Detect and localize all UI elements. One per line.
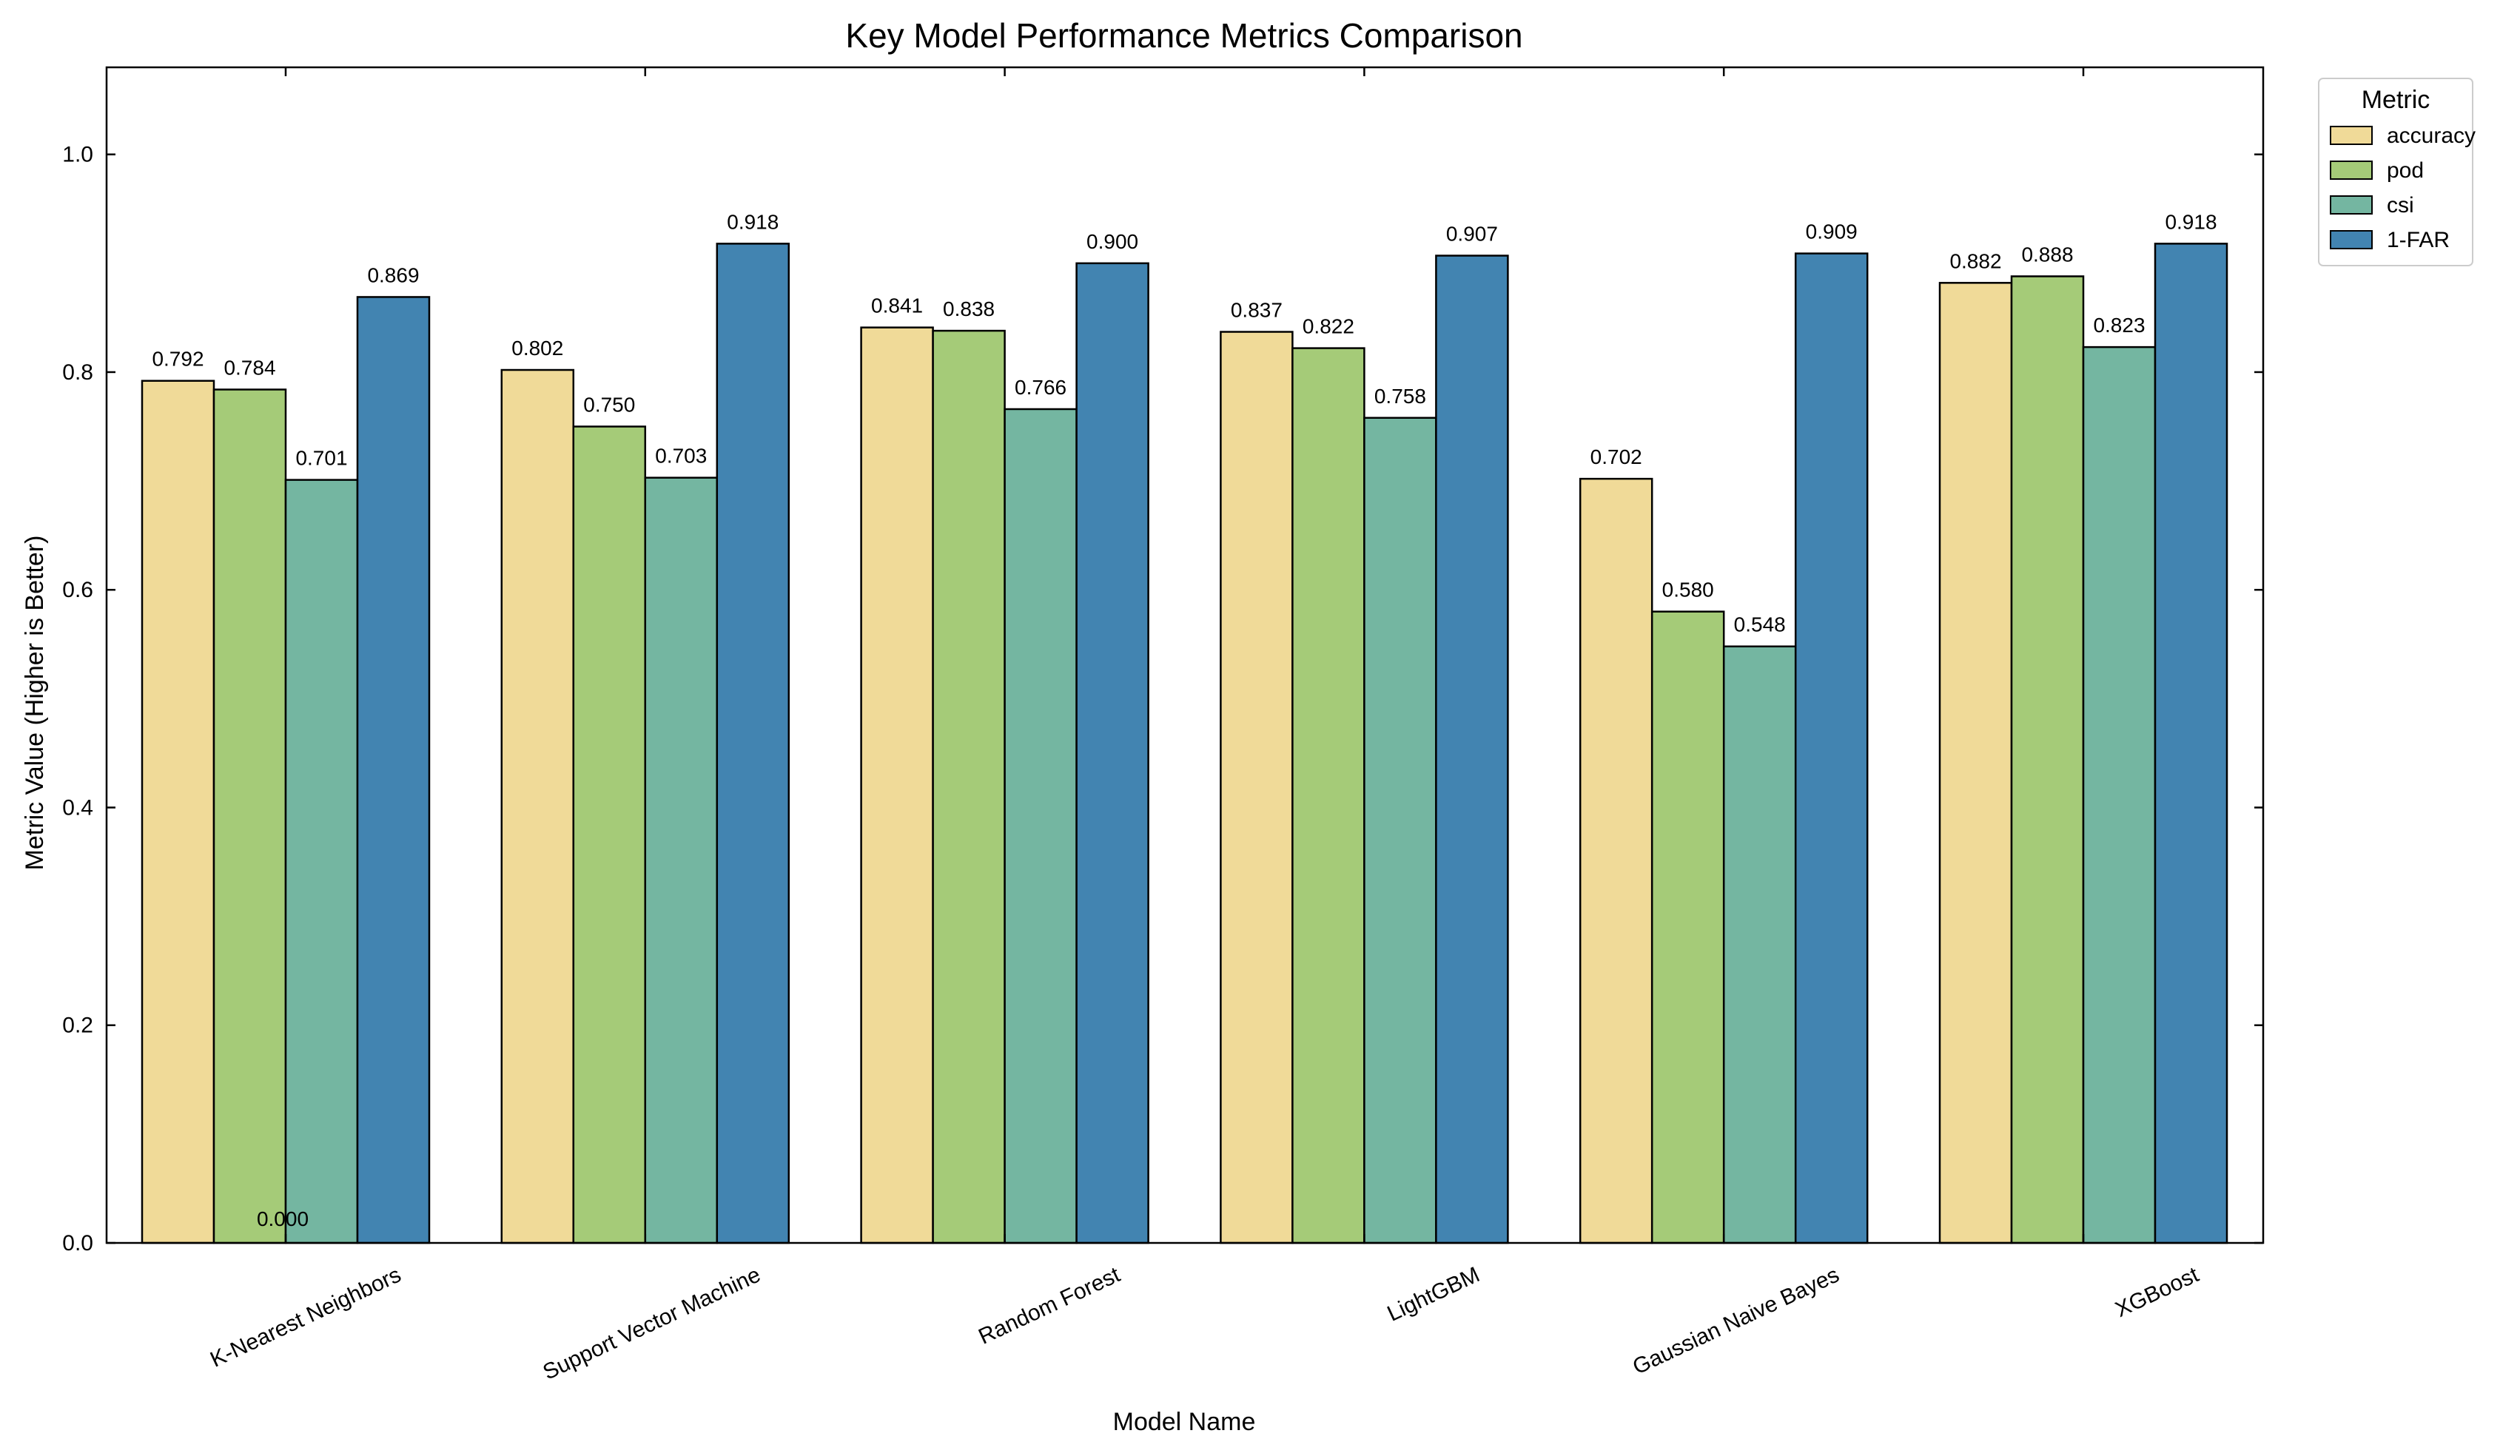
plot-area: 0.792 0.784 0.701 0.869 0.802 0.750 0.703 0.918… [62, 66, 2265, 1385]
legend-swatch-accuracy [2330, 126, 2373, 145]
legend-swatch-1-FAR [2330, 230, 2373, 249]
data-label: 0.841 [871, 294, 923, 317]
legend-swatch-pod [2330, 161, 2373, 180]
bar-csi-2 [1004, 408, 1078, 1244]
x-tick-label: LightGBM [1384, 1262, 1484, 1326]
bar-accuracy-0 [141, 380, 215, 1244]
x-tick-label: XGBoost [2111, 1262, 2203, 1322]
x-tick-label: Support Vector Machine [540, 1262, 765, 1384]
data-label: 0.766 [1015, 376, 1066, 399]
y-tick-label: 0.2 [62, 1014, 93, 1038]
legend: Metric accuracy pod csi 1-FAR [2318, 78, 2476, 266]
annotation-label: 0.000 [257, 1207, 309, 1230]
x-tick-label: Random Forest [975, 1262, 1124, 1349]
x-tick-label: Gaussian Naive Bayes [1629, 1262, 1843, 1379]
bar-1-FAR-5 [2154, 243, 2228, 1244]
bar-csi-3 [1363, 417, 1437, 1244]
y-axis-title: Metric Value (Higher is Better) [21, 536, 49, 871]
data-label: 0.784 [224, 357, 275, 380]
data-label: 0.750 [583, 394, 635, 417]
bar-accuracy-2 [860, 326, 934, 1244]
data-label: 0.888 [2021, 243, 2073, 266]
y-tick-label: 1.0 [62, 143, 93, 167]
chart-title: Key Model Performance Metrics Comparison [845, 16, 1522, 55]
axes-frame [105, 66, 2265, 1244]
bar-csi-0 [284, 479, 359, 1244]
bar-pod-4 [1650, 610, 1725, 1244]
bar-pod-2 [932, 329, 1006, 1244]
data-label: 0.918 [2165, 210, 2217, 233]
bar-csi-1 [644, 476, 719, 1244]
data-label: 0.701 [295, 447, 347, 470]
legend-item-label: 1-FAR [2387, 228, 2450, 252]
data-label: 0.548 [1734, 613, 1786, 636]
data-label: 0.900 [1086, 230, 1138, 253]
data-label: 0.822 [1303, 315, 1354, 338]
bar-csi-5 [2082, 346, 2157, 1244]
bar-csi-4 [1722, 645, 1797, 1244]
bar-accuracy-5 [1938, 282, 2013, 1244]
legend-item-label: pod [2387, 158, 2424, 183]
data-label: 0.792 [152, 348, 204, 371]
data-label: 0.702 [1590, 445, 1642, 468]
data-label: 0.907 [1446, 223, 1498, 246]
data-label: 0.802 [511, 337, 563, 360]
bar-pod-5 [2010, 275, 2085, 1244]
bar-accuracy-1 [500, 368, 575, 1244]
legend-box [2318, 78, 2473, 266]
x-tick-label: K-Nearest Neighbors [206, 1262, 405, 1372]
y-tick-label: 0.8 [62, 360, 93, 385]
bar-1-FAR-1 [716, 243, 790, 1244]
data-label: 0.580 [1662, 579, 1714, 601]
data-label: 0.882 [1949, 249, 2001, 272]
x-axis-title: Model Name [1113, 1408, 1256, 1436]
y-tick-label: 0.0 [62, 1231, 93, 1256]
bar-1-FAR-2 [1075, 262, 1149, 1244]
bar-accuracy-4 [1579, 477, 1653, 1244]
data-label: 0.823 [2093, 314, 2145, 337]
y-tick-label: 0.6 [62, 578, 93, 602]
data-label: 0.758 [1374, 385, 1426, 408]
legend-item-label: csi [2387, 193, 2414, 218]
data-label: 0.869 [367, 263, 419, 286]
y-tick-label: 0.4 [62, 795, 93, 820]
legend-swatch-csi [2330, 195, 2373, 215]
data-label: 0.909 [1806, 220, 1858, 243]
legend-item-label: accuracy [2387, 124, 2476, 148]
bar-1-FAR-0 [356, 296, 431, 1244]
data-label: 0.838 [943, 297, 995, 320]
data-label: 0.703 [655, 445, 707, 468]
bar-1-FAR-4 [1794, 252, 1869, 1244]
data-label: 0.837 [1231, 299, 1283, 322]
bar-pod-0 [212, 388, 287, 1244]
bar-accuracy-3 [1220, 331, 1294, 1244]
bar-pod-3 [1291, 347, 1365, 1244]
bar-pod-1 [572, 425, 647, 1244]
bar-1-FAR-3 [1435, 255, 1509, 1244]
data-label: 0.918 [727, 210, 779, 233]
legend-title: Metric [2362, 86, 2430, 114]
